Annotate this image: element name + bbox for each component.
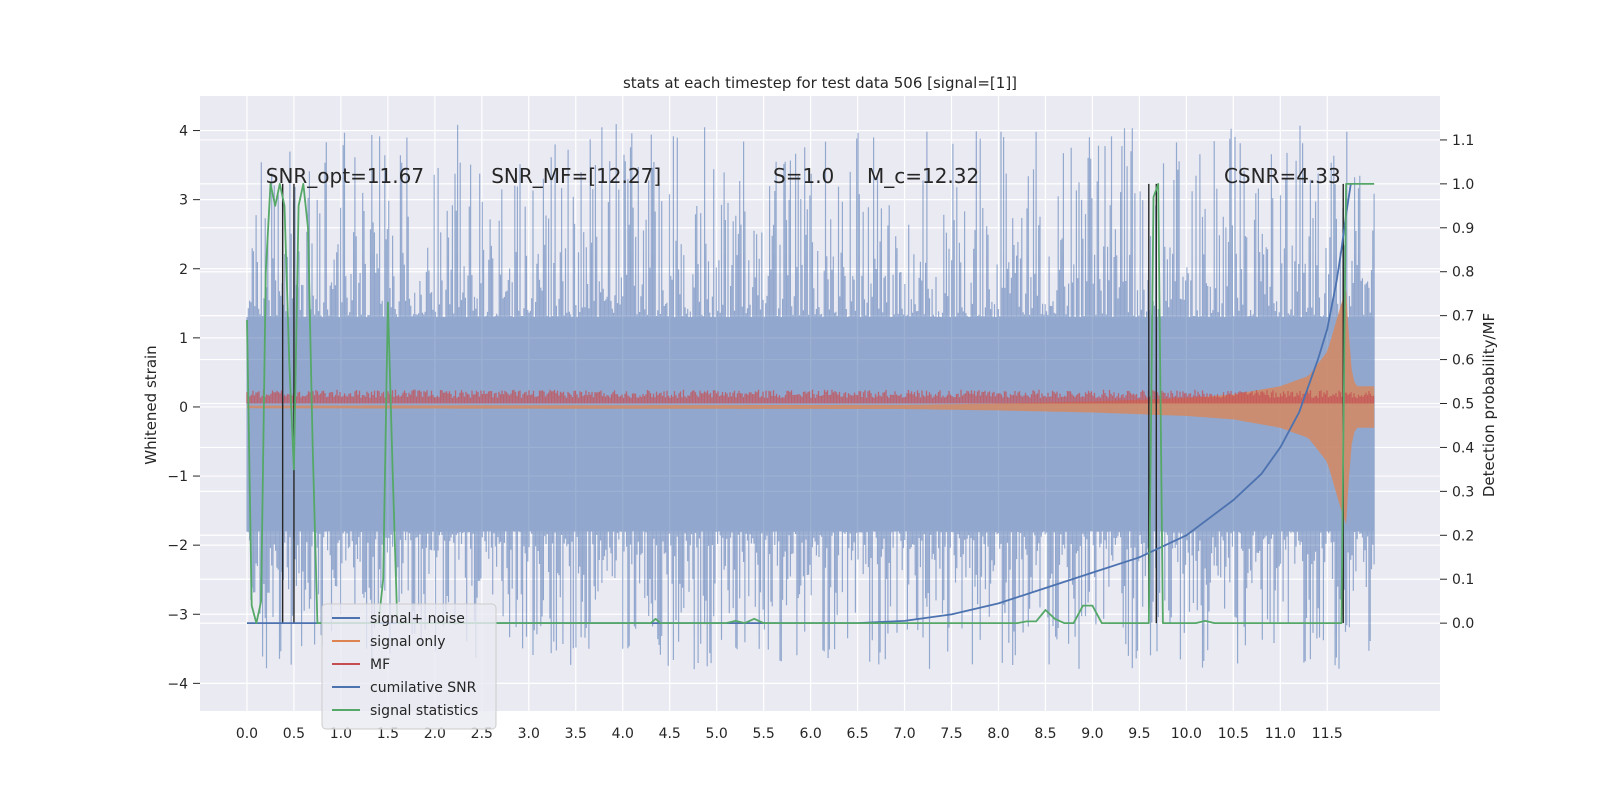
series-cumilative-snr xyxy=(247,183,1352,624)
y-tick-label: −3 xyxy=(167,607,188,623)
x-tick-label: 0.0 xyxy=(236,726,258,742)
legend: signal+ noise signal only MF cumilative SNR… xyxy=(321,603,497,730)
series-signal-statistics xyxy=(246,183,1375,624)
x-tick-label: 2.0 xyxy=(424,726,446,742)
legend-label: signal+ noise xyxy=(370,611,465,627)
y2-tick-label: 0.3 xyxy=(1452,484,1474,500)
x-tick-label: 2.5 xyxy=(471,726,493,742)
y-tick-label: 0 xyxy=(179,400,188,416)
x-tick-label: 11.5 xyxy=(1312,726,1343,742)
signal-envelope xyxy=(247,289,1375,525)
x-tick-label: 9.5 xyxy=(1128,726,1150,742)
x-tick-label: 7.5 xyxy=(940,726,962,742)
annotations: SNR_opt=11.67 SNR_MF=[12.27] S=1.0 M_c=12.3… xyxy=(266,164,1341,188)
x-tick-label: 0.5 xyxy=(283,726,305,742)
y2-axis-label: Detection probability/MF xyxy=(1480,313,1498,497)
series-mf xyxy=(246,389,1375,404)
x-tick-label: 8.0 xyxy=(987,726,1009,742)
x-tick-label: 8.5 xyxy=(1034,726,1056,742)
chart-title: stats at each timestep for test data 506… xyxy=(623,74,1017,92)
x-tick-label: 3.5 xyxy=(565,726,587,742)
y2-tick-label: 0.7 xyxy=(1452,309,1474,325)
series-signal-only xyxy=(247,289,1375,525)
y2-tick-label: 1.1 xyxy=(1452,133,1474,149)
y2-tick-label: 0.9 xyxy=(1452,221,1474,237)
y2-tick-label: 0.1 xyxy=(1452,572,1474,588)
y-tick-label: −4 xyxy=(167,676,188,692)
legend-box xyxy=(321,603,497,730)
mf-trace xyxy=(246,389,1375,404)
x-ticks: 0.0 0.5 1.0 1.5 2.0 2.5 3.0 3.5 4.0 4.5 5.0 5.5 6.0 6… xyxy=(236,726,1343,742)
annotation-label: SNR_opt=11.67 xyxy=(266,164,424,188)
series-signal-noise xyxy=(246,124,1375,670)
x-tick-label: 10.5 xyxy=(1218,726,1249,742)
x-tick-label: 1.5 xyxy=(377,726,399,742)
y2-tick-label: 0.2 xyxy=(1452,528,1474,544)
y2-tick-label: 0.6 xyxy=(1452,353,1474,369)
y-tick-label: 2 xyxy=(179,262,188,278)
x-tick-label: 6.5 xyxy=(846,726,868,742)
legend-label: signal only xyxy=(370,634,445,650)
annotation-label: CSNR=4.33 xyxy=(1224,164,1341,188)
x-tick-label: 4.5 xyxy=(659,726,681,742)
y2-ticks: 0.0 0.1 0.2 0.3 0.4 0.5 0.6 0.7 0.8 0.9 1.0 1.1 xyxy=(1440,133,1474,632)
annotation-label: S=1.0 xyxy=(773,164,834,188)
y-ticks: −4 −3 −2 −1 0 1 2 3 4 xyxy=(167,124,200,692)
legend-label: MF xyxy=(370,657,390,673)
x-tick-label: 5.0 xyxy=(706,726,728,742)
annotation-label: SNR_MF=[12.27] xyxy=(491,164,661,188)
legend-label: signal statistics xyxy=(370,703,478,719)
x-tick-label: 3.0 xyxy=(518,726,540,742)
y-tick-label: 1 xyxy=(179,331,188,347)
legend-label: cumilative SNR xyxy=(370,680,477,696)
x-tick-label: 4.0 xyxy=(612,726,634,742)
y-tick-label: 3 xyxy=(179,193,188,209)
y2-tick-label: 0.5 xyxy=(1452,397,1474,413)
y-axis-label: Whitened strain xyxy=(142,345,160,464)
x-tick-label: 11.0 xyxy=(1265,726,1296,742)
y-tick-label: −2 xyxy=(167,538,188,554)
x-tick-label: 9.0 xyxy=(1081,726,1103,742)
x-tick-label: 6.0 xyxy=(799,726,821,742)
x-tick-label: 1.0 xyxy=(330,726,352,742)
y-tick-label: −1 xyxy=(167,469,188,485)
y2-tick-label: 0.4 xyxy=(1452,440,1474,456)
x-tick-label: 10.0 xyxy=(1171,726,1202,742)
annotation-label: M_c=12.32 xyxy=(867,164,979,188)
y-tick-label: 4 xyxy=(179,124,188,140)
x-tick-label: 5.5 xyxy=(753,726,775,742)
x-tick-label: 7.0 xyxy=(893,726,915,742)
y2-tick-label: 1.0 xyxy=(1452,177,1474,193)
y2-tick-label: 0.0 xyxy=(1452,616,1474,632)
y2-tick-label: 0.8 xyxy=(1452,265,1474,281)
series-layer xyxy=(246,124,1375,670)
